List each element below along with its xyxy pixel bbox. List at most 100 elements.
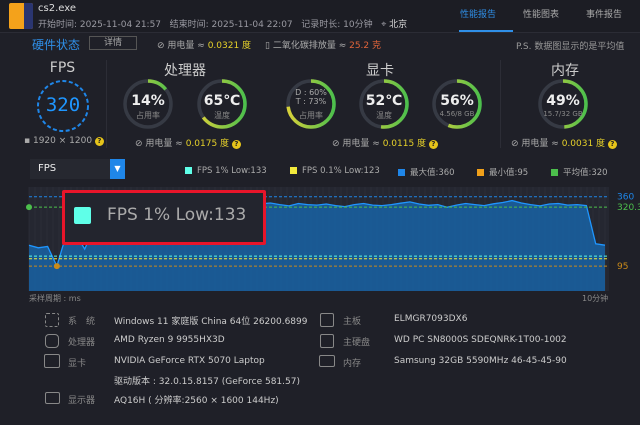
monitor-icon [45,392,60,404]
power-value: 0.0321 度 [207,41,252,51]
x-axis-label: 采样周期 : ms [29,294,81,303]
power-icon: ⊘ [511,139,519,149]
cpu-temp-label: 温度 [214,111,230,120]
legend-swatch [551,169,558,176]
highlight-callout: FPS 1% Low:133 [62,190,266,245]
gpu-usage-ring [286,79,336,129]
gpu-temp: 52℃ [365,93,403,109]
disk-label: 主硬盘 [343,338,371,348]
mem-power-label: 用电量 ≈ [521,139,559,149]
active-tab-indicator [459,30,513,32]
display-label: 显示器 [68,396,96,406]
start-time: 2025-11-04 21:57 [79,20,162,30]
header: cs2.exe 开始时间: 2025-11-04 21:57 结束时间: 202… [0,0,640,33]
vram-sub: 4.56/8 GB [439,110,475,118]
vram-usage: 56% [440,93,474,109]
power-icon: ⊘ [157,41,165,51]
min-marker [53,263,60,270]
mem-sub: 15.7/32 GB [543,110,583,118]
cpu-power-value: 0.0175 度 [185,139,230,149]
fps-dial [37,80,89,132]
co2-label: 二氧化碳排放量 ≈ [272,41,347,51]
total-power: ⊘ 用电量 ≈ 0.0321 度 [157,38,251,51]
display-value: AQ16H ( 分辨率:2560 × 1600 144Hz) [114,396,279,406]
details-button[interactable]: 详情 [89,36,137,50]
cpu-usage-ring [123,79,173,129]
legend-avg: 平均值:320 [551,166,608,178]
cpu-power: ⊘ 用电量 ≈ 0.0175 度 ? [135,136,241,149]
bottle-icon: ▯ [265,41,270,51]
ring-fill [286,79,336,129]
cpu-icon [45,334,59,348]
motherboard-label: 主板 [343,317,362,327]
system-label: 系 统 [68,317,96,327]
tab-event-report[interactable]: 事件报告 [586,10,623,20]
cpu-label: 处理器 [68,338,96,348]
cpu-power-label: 用电量 ≈ [145,139,183,149]
cpu-usage-label: 占用率 [136,111,160,120]
power-icon: ⊘ [332,139,340,149]
driver-version: 驱动版本 : 32.0.15.8157 (GeForce 581.57) [114,377,300,387]
section-title: 硬件状态 [32,38,81,52]
help-icon[interactable]: ? [428,140,438,149]
location-pin-icon: ⌖ [381,20,387,30]
help-icon[interactable]: ? [231,140,241,149]
gpu-temp-ring [359,79,409,129]
ring-fill [432,79,482,129]
ring-fill [197,79,247,129]
legend-min: 最小值:95 [477,166,528,178]
legend-label: 最小值:95 [489,168,529,178]
gpu-power-label: 用电量 ≈ [342,139,380,149]
chevron-down-icon[interactable]: ▼ [110,159,125,179]
start-label: 开始时间: [38,20,78,30]
motherboard-icon [320,313,334,327]
ref-line-label: 320.32 [617,203,640,213]
cpu-value: AMD Ryzen 9 9955HX3D [114,335,225,345]
process-name: cs2.exe [38,3,76,14]
ring-fill [359,79,409,129]
fps-value: 320 [45,94,81,116]
metric-select-value: FPS [38,163,57,174]
monitor-icon: ▪ [24,136,31,146]
avg-marker [26,204,32,211]
end-time: 2025-11-04 22:07 [211,20,293,30]
cpu-title: 处理器 [164,63,206,79]
memory-label: 内存 [343,359,362,369]
legend-label: FPS 0.1% Low:123 [302,166,380,176]
power-label: 用电量 ≈ [167,41,205,51]
legend-swatch [477,169,484,176]
ring-fill [123,79,173,129]
system-value: Windows 11 家庭版 China 64位 26200.6899 [114,317,308,327]
gpu-value: NVIDIA GeForce RTX 5070 Laptop [114,356,265,366]
windows-icon [45,313,59,327]
divider [106,60,107,148]
disk-value: WD PC SN8000S SDEQNRK-1T00-1002 [394,335,567,345]
legend-max: 最大值:360 [398,166,455,178]
metric-select[interactable]: FPS ▼ [30,159,125,179]
legend-01pct-low: FPS 0.1% Low:123 [290,166,380,176]
session-meta: 开始时间: 2025-11-04 21:57 结束时间: 2025-11-04 … [38,17,407,30]
callout-label: FPS 1% Low:133 [107,205,247,225]
memory-icon [319,355,335,367]
mem-power: ⊘ 用电量 ≈ 0.0031 度 ? [511,136,617,149]
help-icon[interactable]: ? [607,140,617,149]
gpu-label: 显卡 [68,359,87,369]
duration: 10分钟 [343,20,373,30]
gpu-power-value: 0.0115 度 [382,139,427,149]
gpu-title: 显卡 [366,63,394,79]
tab-performance-report[interactable]: 性能报告 [460,10,497,20]
vram-ring [432,79,482,129]
gpu-t-usage: T : 73% [295,97,327,106]
memory-value: Samsung 32GB 5590MHz 46-45-45-90 [394,356,567,366]
cpu-usage: 14% [131,93,165,109]
legend-swatch [290,167,297,174]
disk-icon [320,334,334,348]
tab-performance-charts[interactable]: 性能图表 [523,10,560,20]
gpu-power: ⊘ 用电量 ≈ 0.0115 度 ? [332,136,438,149]
power-icon: ⊘ [135,139,143,149]
cpu-temp: 65℃ [203,93,241,109]
ref-line-label: 95 [617,262,628,272]
motherboard-value: ELMGR7093DX6 [394,314,468,324]
help-icon[interactable]: ? [94,137,104,146]
legend-swatch [398,169,405,176]
